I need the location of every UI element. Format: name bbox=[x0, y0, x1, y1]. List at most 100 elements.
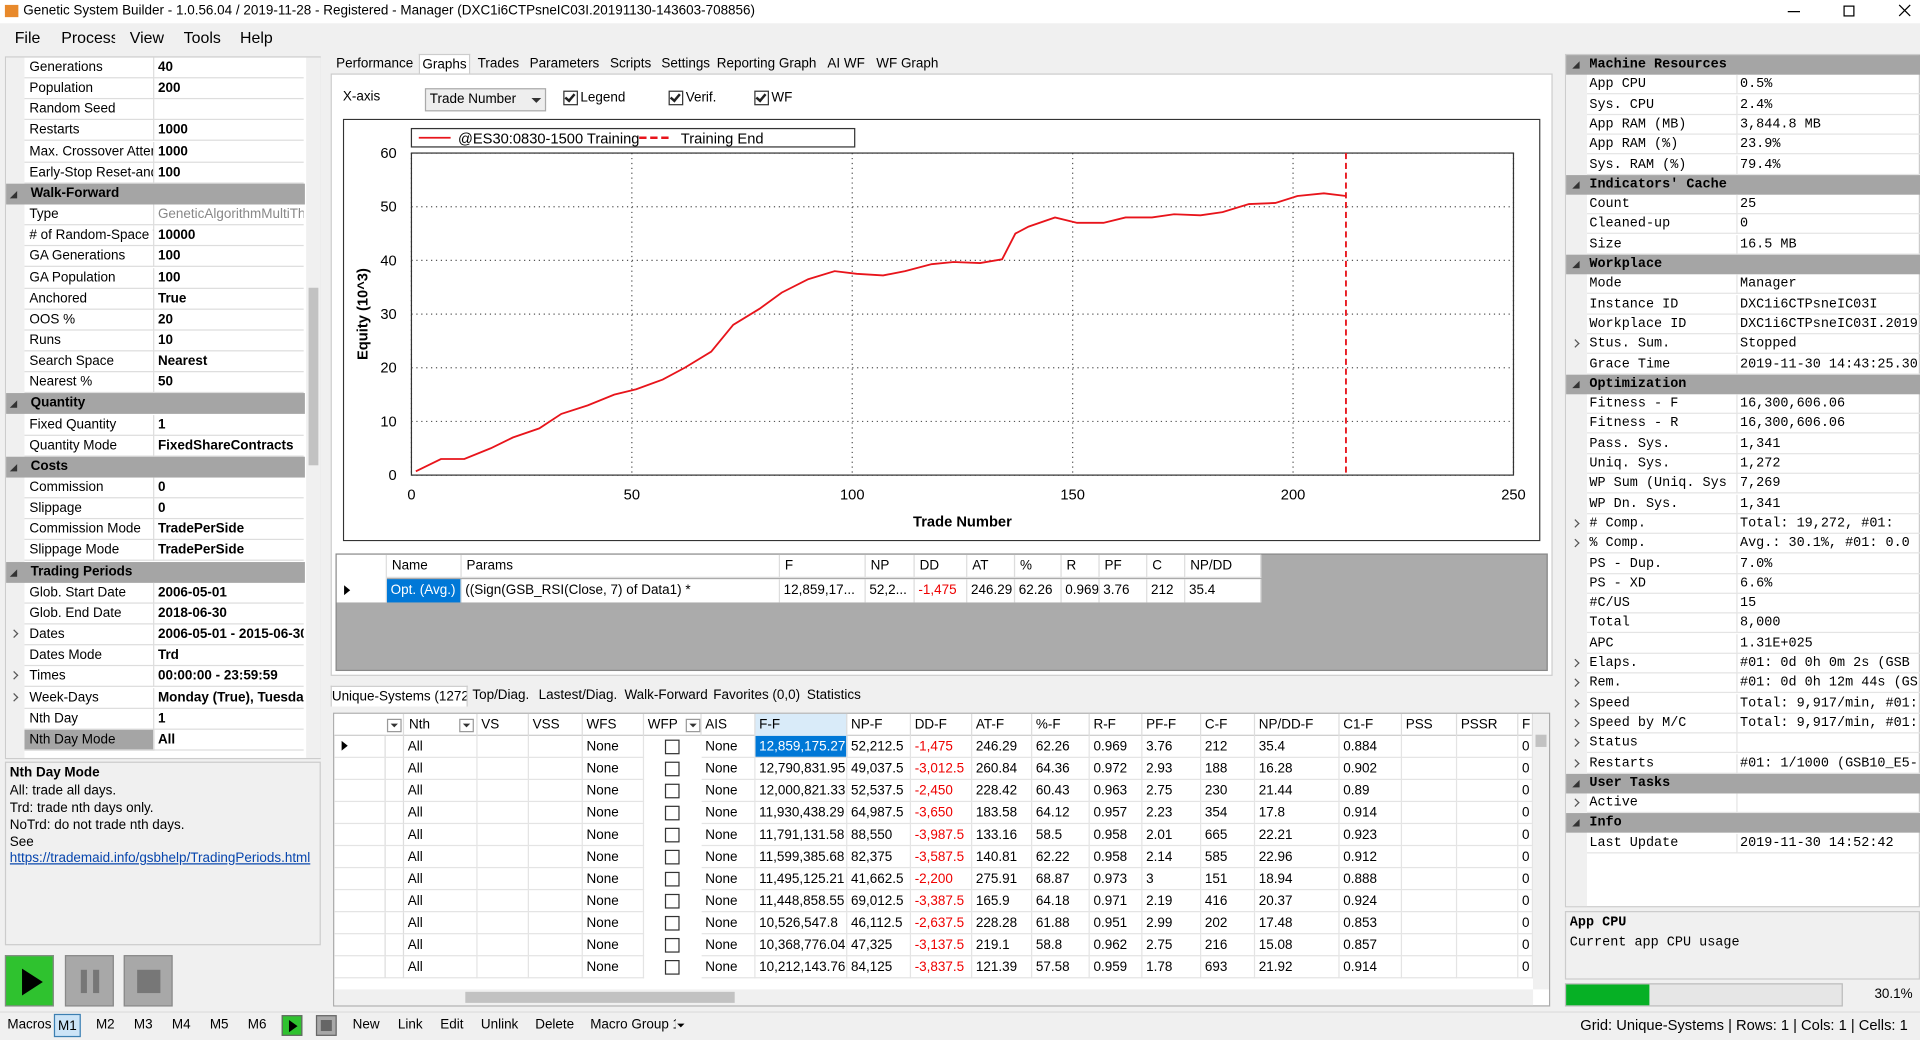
grid-cell[interactable]: 0.971 bbox=[1089, 890, 1143, 913]
grid-cell[interactable] bbox=[1402, 802, 1458, 825]
column-header[interactable]: WFS bbox=[583, 713, 645, 736]
grid-cell[interactable]: 0.969 bbox=[1061, 579, 1100, 603]
column-header[interactable]: NP/DD bbox=[1185, 554, 1262, 578]
grid-cell[interactable]: 0.969 bbox=[1089, 735, 1143, 758]
grid-cell[interactable]: 18.94 bbox=[1255, 868, 1340, 891]
column-header[interactable]: C bbox=[1147, 554, 1186, 578]
x-axis-select[interactable]: Trade Number bbox=[424, 88, 547, 112]
grid-cell[interactable]: -1,475 bbox=[914, 579, 968, 603]
grid-cell[interactable]: 140.81 bbox=[972, 846, 1033, 869]
grid-cell[interactable]: 61.88 bbox=[1032, 912, 1090, 935]
property-value[interactable]: 0 bbox=[1737, 215, 1920, 235]
grid-cell[interactable]: 693 bbox=[1201, 956, 1256, 979]
setting-value[interactable]: 10000 bbox=[154, 226, 304, 247]
grid-cell[interactable]: -1,475 bbox=[911, 735, 973, 758]
grid-cell[interactable] bbox=[1457, 956, 1519, 979]
tab[interactable]: Parameters bbox=[529, 56, 600, 72]
column-header[interactable]: C-F bbox=[1201, 713, 1256, 736]
grid-cell[interactable]: 58.8 bbox=[1032, 934, 1090, 957]
grid-cell[interactable]: None bbox=[582, 912, 645, 935]
grid-cell[interactable]: -2,450 bbox=[911, 780, 973, 803]
grid-cell[interactable]: 212 bbox=[1201, 735, 1256, 758]
property-value[interactable]: 2019-11-30 14:52:42 bbox=[1737, 833, 1920, 854]
grid-cell[interactable]: 260.84 bbox=[972, 757, 1033, 781]
grid-cell[interactable] bbox=[1457, 912, 1519, 935]
property-value[interactable]: 16,300,606.06 bbox=[1737, 394, 1920, 414]
grid-cell[interactable]: 41,662.5 bbox=[847, 868, 912, 891]
property-value[interactable]: Stopped bbox=[1737, 335, 1920, 355]
grid-cell[interactable] bbox=[528, 868, 583, 891]
column-header[interactable]: NP-F bbox=[847, 713, 912, 736]
column-header[interactable]: PSS bbox=[1402, 713, 1458, 736]
grid-cell[interactable]: 2.01 bbox=[1142, 824, 1202, 847]
collapse-glyph[interactable] bbox=[1572, 61, 1580, 69]
grid-cell[interactable]: None bbox=[701, 890, 756, 913]
grid-cell[interactable]: 88,550 bbox=[847, 824, 912, 847]
menu-item[interactable]: Tools bbox=[183, 28, 221, 47]
macro-action[interactable]: Link bbox=[397, 1017, 423, 1033]
grid-cell[interactable] bbox=[1457, 735, 1519, 758]
property-value[interactable]: 15 bbox=[1737, 594, 1920, 614]
tab[interactable]: Scripts bbox=[610, 56, 652, 72]
checkbox[interactable] bbox=[664, 739, 680, 755]
checkbox[interactable] bbox=[664, 805, 680, 821]
checkbox-label[interactable]: Legend bbox=[580, 90, 626, 106]
checkbox[interactable] bbox=[664, 893, 680, 909]
property-value[interactable]: 1,341 bbox=[1737, 434, 1920, 454]
tab[interactable]: Settings bbox=[661, 56, 711, 72]
filter-button[interactable] bbox=[386, 718, 402, 733]
setting-value[interactable]: FixedShareContracts bbox=[154, 436, 304, 457]
grid-cell[interactable]: None bbox=[582, 846, 645, 869]
setting-value[interactable]: 200 bbox=[154, 79, 304, 100]
checkbox[interactable] bbox=[664, 761, 680, 777]
grid-cell[interactable] bbox=[1402, 780, 1458, 803]
grid-cell[interactable]: 17.8 bbox=[1255, 802, 1340, 825]
grid-cell[interactable]: 21.44 bbox=[1255, 780, 1340, 803]
grid-cell[interactable]: None bbox=[582, 757, 645, 781]
setting-value[interactable]: 1 bbox=[154, 709, 304, 730]
grid-cell[interactable] bbox=[477, 868, 529, 891]
macro-play[interactable] bbox=[281, 1015, 303, 1036]
grid-cell[interactable]: 188 bbox=[1201, 757, 1256, 781]
setting-value[interactable]: 50 bbox=[154, 373, 304, 394]
grid-cell[interactable]: 0.962 bbox=[1089, 934, 1143, 957]
setting-value[interactable]: TradePerSide bbox=[154, 541, 304, 562]
property-value[interactable]: DXC1i6CTPsneIC03I bbox=[1737, 295, 1920, 315]
grid-cell[interactable] bbox=[1457, 890, 1519, 913]
property-value[interactable]: 3,844.8 MB bbox=[1737, 115, 1920, 135]
macro-stop[interactable] bbox=[315, 1015, 337, 1036]
setting-value[interactable] bbox=[154, 100, 304, 121]
collapse-glyph[interactable] bbox=[9, 568, 18, 577]
grid-cell[interactable]: -3,587.5 bbox=[911, 846, 973, 869]
tab[interactable]: Graphs bbox=[418, 53, 471, 75]
grid-cell[interactable] bbox=[477, 824, 529, 847]
setting-value[interactable]: 1000 bbox=[154, 121, 304, 142]
grid-cell[interactable]: 0.923 bbox=[1339, 824, 1403, 847]
collapse-glyph[interactable] bbox=[1572, 380, 1580, 388]
check-mark[interactable] bbox=[564, 91, 576, 103]
grid-cell[interactable] bbox=[1457, 934, 1519, 957]
grid-cell[interactable]: 0.924 bbox=[1339, 890, 1403, 913]
grid-cell[interactable] bbox=[528, 824, 583, 847]
grid-cell[interactable]: 0.957 bbox=[1089, 802, 1143, 825]
grid-cell[interactable]: 0.857 bbox=[1339, 934, 1403, 957]
column-header[interactable]: AT bbox=[967, 554, 1016, 578]
macro-action[interactable]: Edit bbox=[440, 1017, 464, 1033]
tab[interactable]: Trades bbox=[477, 56, 520, 72]
grid-cell[interactable]: 0.912 bbox=[1339, 846, 1403, 869]
maximize-icon[interactable] bbox=[1843, 5, 1855, 17]
grid-cell[interactable]: 22.96 bbox=[1255, 846, 1340, 869]
stop-button[interactable] bbox=[123, 955, 173, 1007]
grid-cell[interactable]: 216 bbox=[1201, 934, 1256, 957]
collapse-glyph[interactable] bbox=[1572, 779, 1580, 788]
grid-cell[interactable]: 11,599,385.68 bbox=[755, 846, 848, 869]
grid-cell[interactable] bbox=[528, 802, 583, 825]
grid-cell[interactable] bbox=[1402, 868, 1458, 891]
grid-cell[interactable] bbox=[477, 757, 529, 781]
grid-cell[interactable]: All bbox=[404, 956, 478, 979]
column-header[interactable]: PF-F bbox=[1142, 713, 1202, 736]
setting-value[interactable]: 100 bbox=[154, 247, 304, 268]
collapse-glyph[interactable] bbox=[9, 400, 18, 409]
column-header[interactable]: AIS bbox=[702, 713, 756, 736]
grid-cell[interactable]: 665 bbox=[1201, 824, 1256, 847]
